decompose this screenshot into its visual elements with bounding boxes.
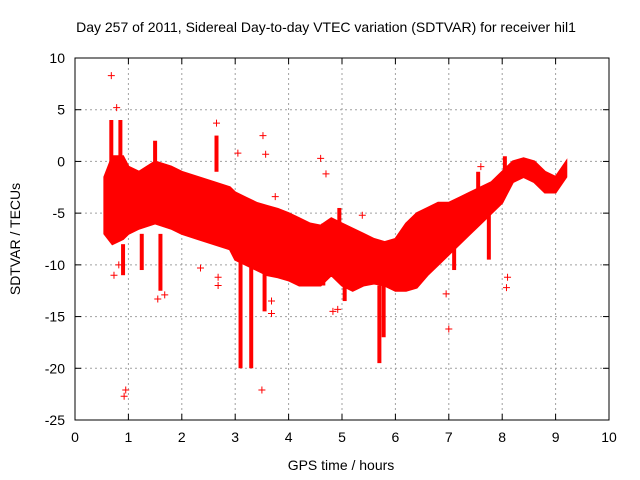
outlier-point	[442, 290, 450, 298]
outlier-point	[234, 149, 242, 157]
outlier-point	[334, 305, 342, 313]
outlier-point	[120, 392, 128, 400]
x-tick-label: 10	[601, 429, 617, 445]
y-tick-label: 5	[57, 102, 65, 118]
dense-point-band	[103, 155, 568, 292]
outlier-point	[268, 297, 276, 305]
x-tick-labels: 0 1 2 3 4 5 6 7 8 9 10	[71, 429, 617, 445]
y-tick-label: 0	[57, 153, 65, 169]
outlier-point	[477, 163, 485, 171]
outlier-point	[196, 264, 204, 272]
x-tick-label: 2	[178, 429, 186, 445]
chart-title: Day 257 of 2011, Sidereal Day-to-day VTE…	[76, 19, 576, 35]
y-tick-label: -10	[45, 257, 65, 273]
outlier-point	[358, 211, 366, 219]
y-tick-label: -20	[45, 360, 65, 376]
outlier-point	[258, 386, 266, 394]
y-tick-label: -5	[53, 205, 66, 221]
axis-ticks	[74, 57, 610, 421]
x-tick-label: 8	[498, 429, 506, 445]
outlier-point	[113, 104, 121, 112]
x-tick-label: 3	[231, 429, 239, 445]
outlier-point	[268, 309, 276, 317]
x-tick-label: 1	[125, 429, 133, 445]
x-tick-label: 5	[338, 429, 346, 445]
outlier-point	[504, 273, 512, 281]
outlier-point	[259, 132, 267, 140]
x-tick-label: 7	[445, 429, 453, 445]
x-tick-label: 4	[285, 429, 293, 445]
outlier-point	[115, 261, 123, 269]
outlier-point	[214, 273, 222, 281]
y-tick-labels: -25 -20 -15 -10 -5 0 5 10	[45, 50, 65, 428]
outlier-point	[110, 271, 118, 279]
outlier-point	[317, 154, 325, 162]
x-axis-title: GPS time / hours	[288, 457, 395, 473]
outlier-point	[329, 307, 337, 315]
outlier-point	[154, 295, 162, 303]
outlier-point	[445, 325, 453, 333]
outlier-point	[122, 386, 130, 394]
outlier-point	[493, 183, 501, 191]
x-tick-label: 0	[71, 429, 79, 445]
x-tick-label: 6	[392, 429, 400, 445]
y-tick-label: -25	[45, 412, 65, 428]
outlier-point	[502, 284, 510, 292]
outlier-point	[322, 170, 330, 178]
outlier-point	[214, 282, 222, 290]
x-tick-label: 9	[552, 429, 560, 445]
y-axis-title: SDTVAR / TECUs	[7, 183, 23, 295]
outlier-point	[107, 72, 115, 80]
outlier-point	[271, 193, 279, 201]
y-tick-label: 10	[49, 50, 65, 66]
y-tick-label: -15	[45, 309, 65, 325]
data-points	[103, 72, 568, 400]
outlier-point	[161, 291, 169, 299]
outlier-point	[262, 150, 270, 158]
outlier-point	[213, 119, 221, 127]
